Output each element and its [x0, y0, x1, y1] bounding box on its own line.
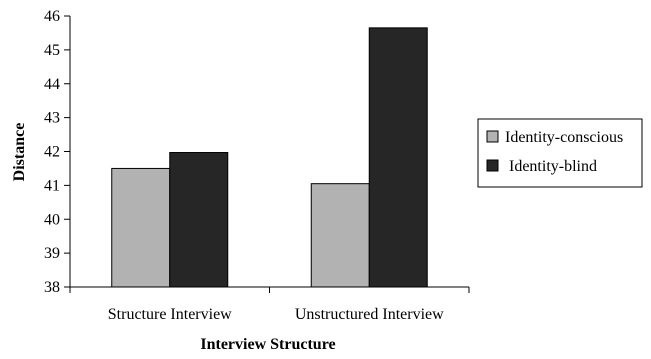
legend-swatch-identity-conscious	[486, 130, 499, 143]
y-axis: 38 39 40 41 42 43 44 45 46	[44, 8, 71, 296]
legend-box	[477, 118, 643, 188]
y-tick-label: 46	[44, 8, 60, 25]
bar-identity-blind	[169, 152, 229, 288]
legend: Identity-conscious Identity-blind	[477, 118, 643, 188]
x-tick-label: Unstructured Interview	[295, 306, 444, 323]
y-tick-label: 45	[44, 42, 60, 59]
bar-identity-blind	[368, 27, 428, 288]
bar-identity-conscious	[111, 167, 171, 288]
legend-label-identity-blind: Identity-blind	[509, 158, 597, 175]
bar-identity-conscious	[310, 183, 370, 288]
bars	[111, 27, 428, 288]
y-tick-label: 38	[44, 279, 60, 296]
y-axis-title: Distance	[11, 123, 28, 182]
y-tick-label: 40	[44, 211, 60, 228]
y-tick-label: 39	[44, 245, 60, 262]
x-axis-title: Interview Structure	[200, 336, 335, 353]
x-tick-label: Structure Interview	[108, 306, 232, 323]
y-tick-label: 44	[44, 76, 60, 93]
y-tick-label: 42	[44, 144, 60, 161]
legend-swatch-identity-blind	[486, 159, 499, 172]
y-tick-label: 43	[44, 110, 60, 127]
y-tick-label: 41	[44, 177, 60, 194]
legend-label-identity-conscious: Identity-conscious	[505, 129, 623, 146]
x-axis: Structure Interview Unstructured Intervie…	[69, 286, 470, 323]
